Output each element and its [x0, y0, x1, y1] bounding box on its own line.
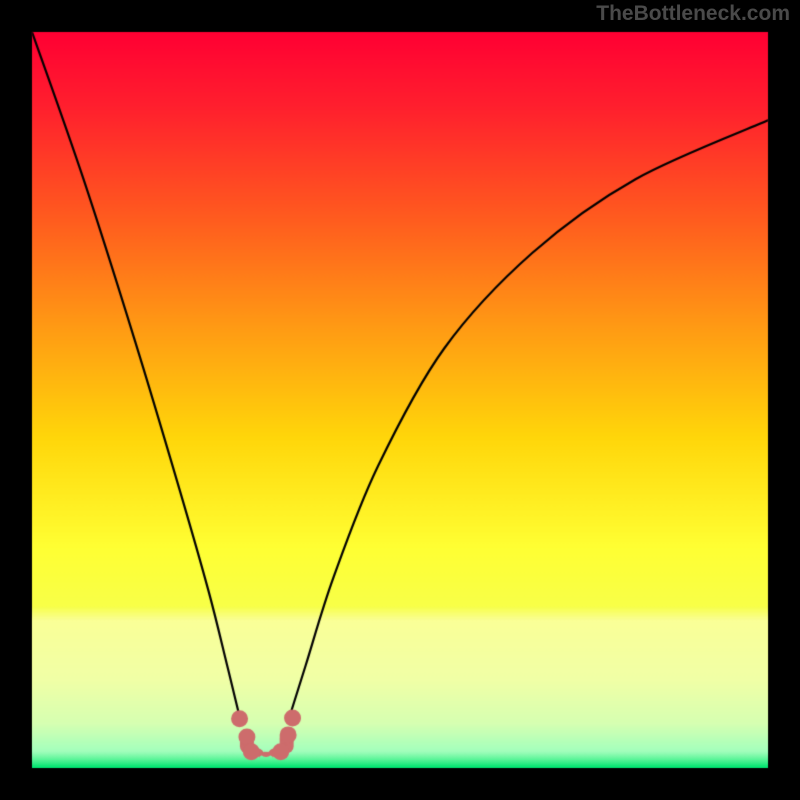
- chart-stage: TheBottleneck.com: [0, 0, 800, 800]
- bottleneck-curve: [0, 0, 800, 800]
